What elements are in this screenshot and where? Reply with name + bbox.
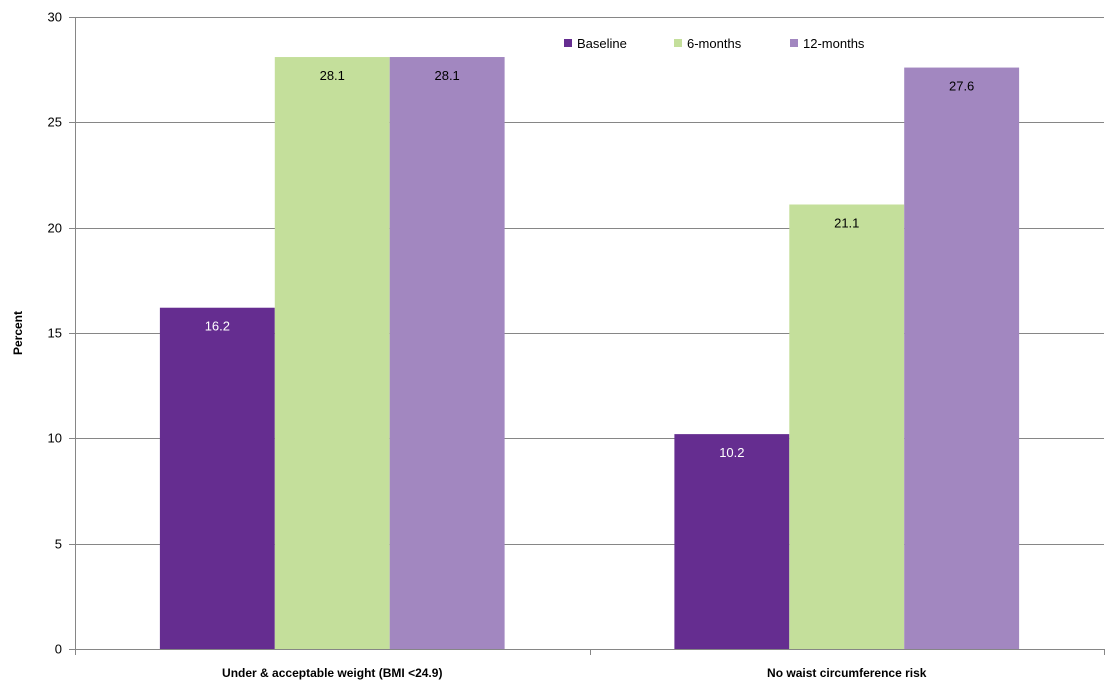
bar [389, 57, 505, 649]
data-labels: 16.2 28.1 28.1 10.2 21.1 27.6 [205, 68, 975, 460]
bar [904, 67, 1020, 649]
y-tick-label: 25 [48, 115, 62, 130]
bar [789, 204, 905, 649]
bar [274, 57, 390, 649]
y-tick-label: 30 [48, 10, 62, 25]
legend-label: 6-months [687, 36, 742, 51]
category-label: No waist circumference risk [767, 666, 927, 680]
y-tick-label: 15 [48, 326, 62, 341]
bar [674, 434, 790, 649]
x-axis-ticks [75, 649, 1105, 655]
category-label: Under & acceptable weight (BMI <24.9) [222, 666, 442, 680]
data-label: 28.1 [434, 68, 459, 83]
legend-swatch [564, 39, 572, 47]
legend-item: 6-months [674, 36, 742, 51]
legend-label: Baseline [577, 36, 627, 51]
legend-label: 12-months [803, 36, 865, 51]
data-label: 21.1 [834, 215, 859, 230]
legend-swatch [790, 39, 798, 47]
legend-item: Baseline [564, 36, 627, 51]
y-axis-title: Percent [11, 311, 25, 355]
y-tick-label: 0 [55, 642, 62, 657]
data-label: 27.6 [949, 79, 974, 94]
category-labels: Under & acceptable weight (BMI <24.9) No … [222, 666, 927, 680]
bar [159, 307, 275, 649]
y-tick-label: 5 [55, 537, 62, 552]
data-label: 16.2 [205, 319, 230, 334]
legend-swatch [674, 39, 682, 47]
data-label: 28.1 [320, 68, 345, 83]
legend: Baseline 6-months 12-months [564, 36, 865, 51]
y-tick-label: 10 [48, 431, 62, 446]
legend-item: 12-months [790, 36, 865, 51]
y-tick-label: 20 [48, 221, 62, 236]
data-label: 10.2 [719, 445, 744, 460]
y-axis-ticks: 0 5 10 15 20 25 30 [48, 10, 75, 657]
bars [159, 57, 1020, 649]
